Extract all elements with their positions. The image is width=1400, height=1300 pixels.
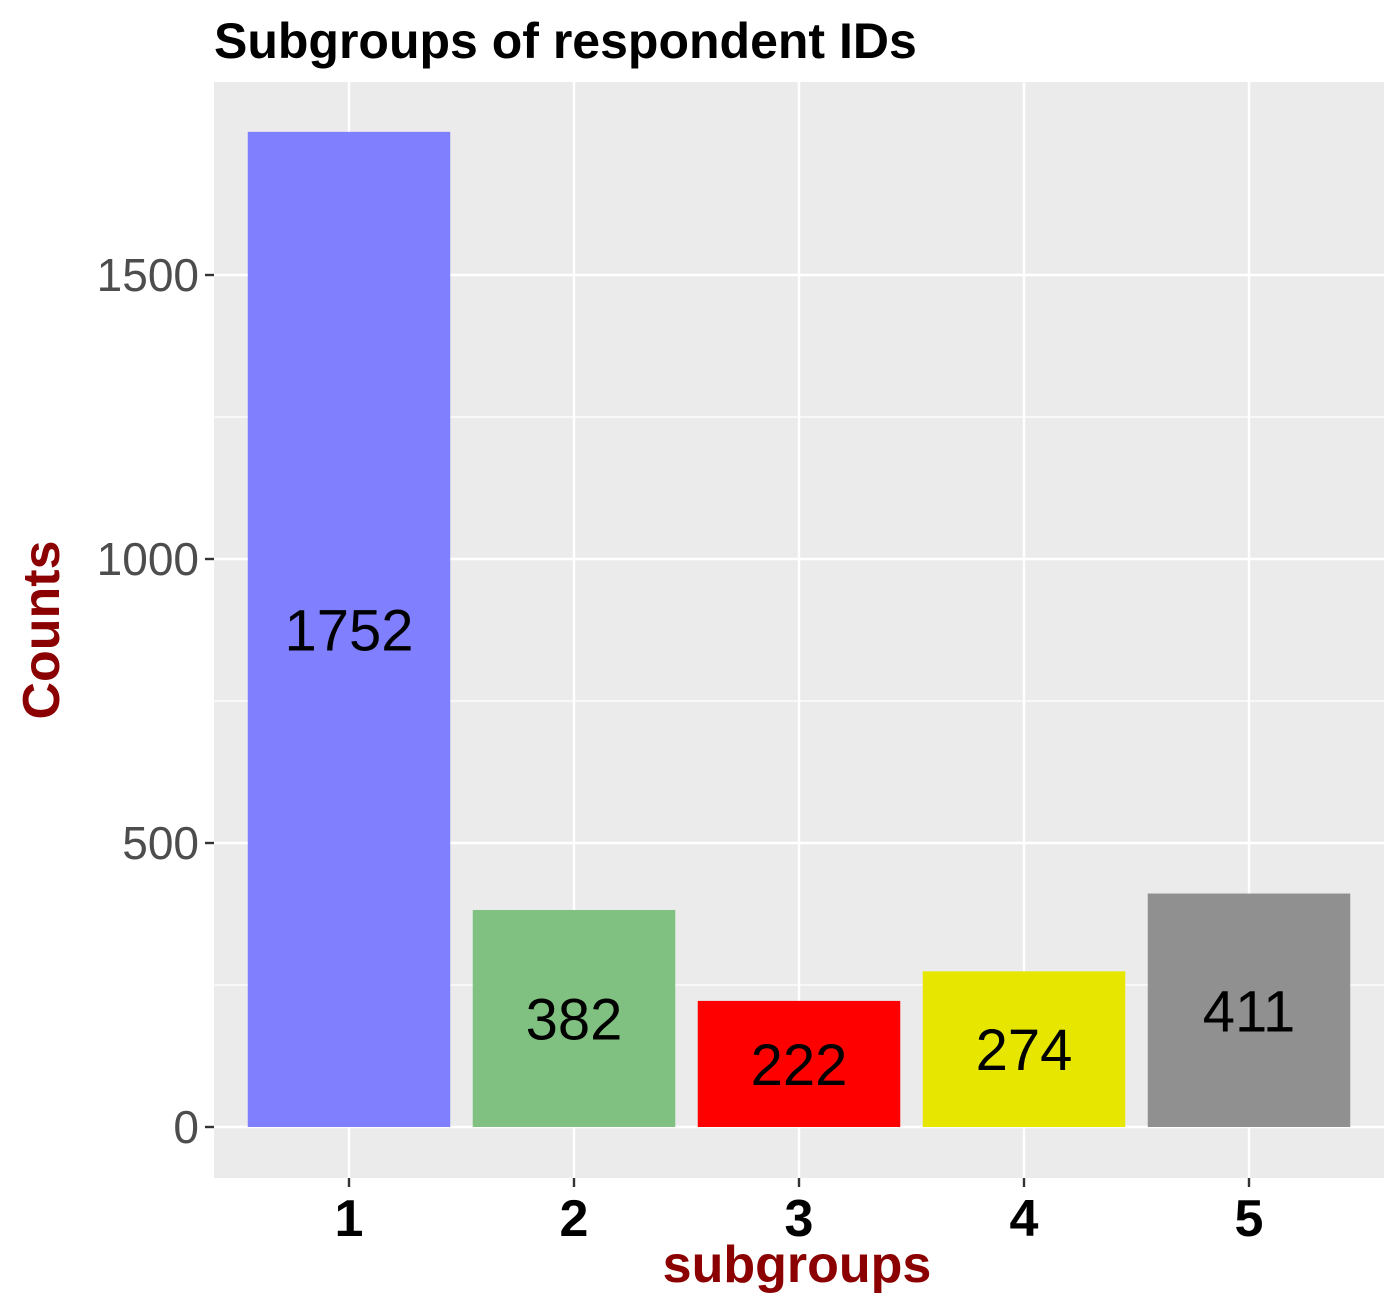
bars: [247, 131, 1351, 1127]
bar: [472, 910, 676, 1127]
x-axis-title: subgroups: [663, 1236, 932, 1294]
y-tick-label: 0: [173, 1101, 199, 1153]
x-axis: 1 2 3 4 5: [335, 1178, 1264, 1248]
y-tick-label: 1500: [97, 249, 199, 301]
x-tick-label: 4: [1010, 1190, 1039, 1248]
bar: [1147, 893, 1351, 1127]
x-tick-label: 5: [1235, 1190, 1264, 1248]
bar-value-label: 222: [751, 1033, 848, 1098]
y-tick-label: 1000: [97, 533, 199, 585]
y-tick-label: 500: [122, 817, 199, 869]
x-tick-label: 3: [785, 1190, 814, 1248]
bar: [922, 971, 1126, 1127]
bar-value-label: 274: [976, 1018, 1073, 1083]
x-tick-label: 1: [335, 1190, 364, 1248]
bar: [697, 1000, 901, 1127]
chart-title: Subgroups of respondent IDs: [214, 13, 917, 69]
bar-value-label: 411: [1203, 979, 1295, 1044]
bar-labels: 1752 382 222 274 411: [284, 598, 1295, 1098]
x-tick-label: 2: [560, 1190, 589, 1248]
bar: [247, 131, 451, 1127]
bar-value-label: 382: [526, 988, 623, 1053]
y-axis: 0 500 1000 1500: [97, 249, 214, 1153]
bar-value-label: 1752: [284, 598, 413, 663]
y-axis-title: Counts: [13, 540, 71, 719]
